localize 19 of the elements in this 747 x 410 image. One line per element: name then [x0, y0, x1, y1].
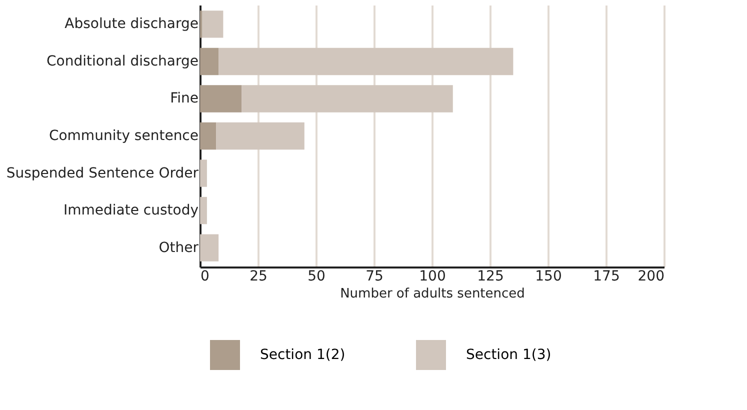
y-tick-label: Immediate custody	[63, 202, 198, 219]
y-tick-label: Fine	[170, 90, 198, 107]
y-tick-label: Suspended Sentence Order	[6, 165, 199, 182]
x-tick-label: 50	[308, 268, 326, 284]
legend-label: Section 1(2)	[260, 347, 346, 363]
x-tick-label: 200	[638, 268, 664, 284]
x-tick-label: 100	[419, 268, 446, 284]
x-tick-label: 0	[200, 268, 210, 284]
legend-label: Section 1(3)	[466, 347, 552, 363]
x-tick-label: 150	[535, 268, 562, 284]
x-tick-label: 125	[477, 268, 504, 284]
x-tick-label: 75	[366, 268, 384, 284]
x-axis-title: Number of adults sentenced	[340, 286, 525, 302]
y-tick-label: Conditional discharge	[46, 53, 198, 70]
y-tick-label: Community sentence	[48, 128, 198, 144]
x-tick-label: 175	[593, 268, 620, 284]
y-tick-label: Other	[158, 240, 199, 256]
x-tick-label: 25	[250, 268, 268, 284]
y-tick-label: Absolute discharge	[64, 16, 198, 32]
